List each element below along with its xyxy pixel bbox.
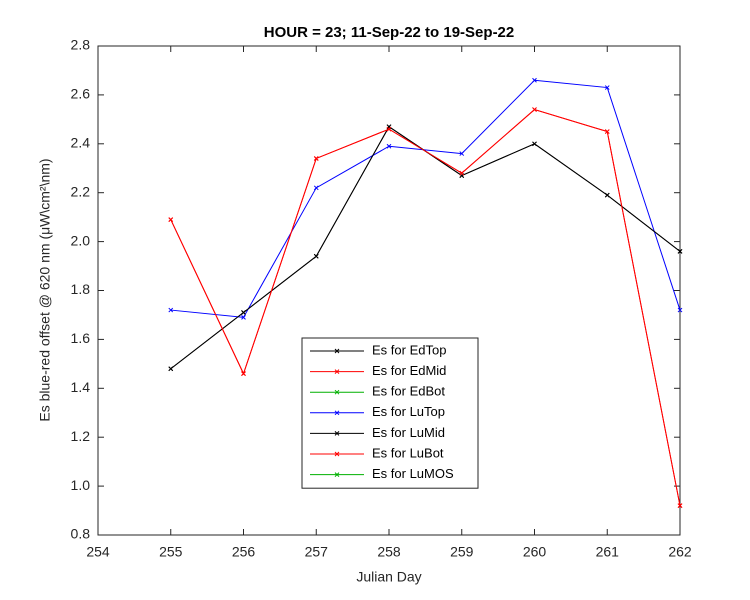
legend-label: Es for LuMid <box>372 425 445 440</box>
marker <box>313 185 319 191</box>
legend-marker <box>334 472 340 477</box>
x-tick-label: 254 <box>86 544 110 560</box>
marker <box>532 107 537 112</box>
marker <box>677 503 683 509</box>
y-tick-label: 1.4 <box>71 379 91 395</box>
marker <box>604 129 610 134</box>
x-tick-label: 260 <box>523 544 547 560</box>
marker <box>241 371 246 376</box>
x-tick-label: 262 <box>668 544 692 560</box>
marker <box>386 126 392 132</box>
marker <box>677 307 683 313</box>
y-tick-label: 2.6 <box>71 86 91 102</box>
marker <box>386 143 392 149</box>
x-tick-label: 255 <box>159 544 183 560</box>
y-tick-label: 1.0 <box>71 477 91 493</box>
legend-label: Es for LuMOS <box>372 466 454 481</box>
legend-label: Es for EdMid <box>372 363 446 378</box>
marker <box>532 77 537 83</box>
series-line <box>170 109 681 506</box>
marker <box>168 217 174 222</box>
x-axis-label: Julian Day <box>356 569 421 585</box>
x-tick-label: 257 <box>305 544 329 560</box>
legend-marker <box>334 369 340 374</box>
y-tick-label: 1.8 <box>71 281 91 297</box>
legend-label: Es for LuBot <box>372 445 444 460</box>
x-tick-label: 258 <box>377 544 401 560</box>
y-tick-label: 2.2 <box>71 183 91 199</box>
legend-marker <box>334 410 340 416</box>
chart-title: HOUR = 23; 11-Sep-22 to 19-Sep-22 <box>264 24 515 41</box>
marker <box>604 192 610 198</box>
y-tick-label: 2.8 <box>71 37 91 53</box>
marker <box>459 151 465 156</box>
x-tick-label: 261 <box>596 544 620 560</box>
marker <box>313 156 319 161</box>
legend-marker <box>334 348 340 354</box>
marker <box>313 253 319 259</box>
legend-label: Es for EdBot <box>372 384 445 399</box>
x-tick-label: 256 <box>232 544 256 560</box>
marker <box>532 141 537 147</box>
y-tick-label: 1.6 <box>71 330 91 346</box>
x-tick-label: 259 <box>450 544 474 560</box>
marker <box>168 307 174 313</box>
marker <box>241 310 246 315</box>
marker <box>168 366 174 372</box>
marker <box>241 315 246 320</box>
marker <box>677 249 683 254</box>
legend-marker <box>334 451 340 457</box>
legend-marker <box>334 389 340 395</box>
y-axis-label: Es blue-red offset @ 620 nm (μW\cm²\nm) <box>37 158 53 421</box>
y-tick-label: 2.4 <box>71 135 91 151</box>
marker <box>604 85 610 90</box>
y-tick-label: 2.0 <box>71 232 91 248</box>
legend-label: Es for EdTop <box>372 342 446 357</box>
y-tick-label: 0.8 <box>71 526 91 542</box>
marker <box>459 170 465 176</box>
y-tick-label: 1.2 <box>71 428 91 444</box>
legend-marker <box>334 431 340 436</box>
series-line <box>170 79 681 318</box>
legend-label: Es for LuTop <box>372 404 445 419</box>
